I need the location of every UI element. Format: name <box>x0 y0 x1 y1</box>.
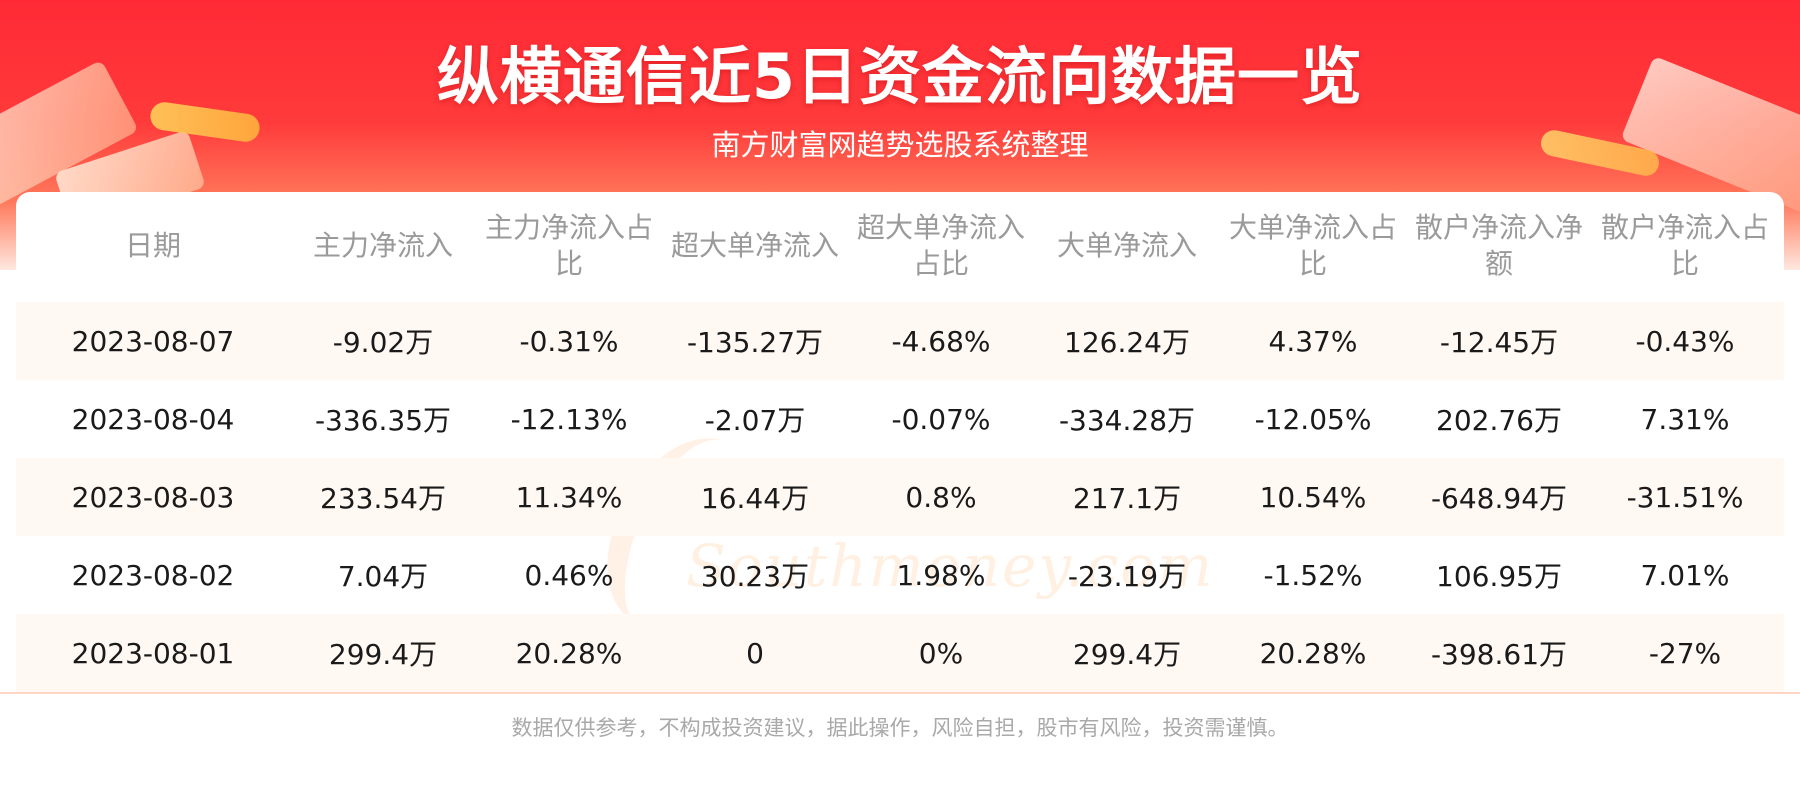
cell-main-inflow: -9.02万 <box>332 326 434 359</box>
cell-large-inflow-ratio: 10.54% <box>1259 480 1367 514</box>
table-header: 日期 主力净流入 主力净流入占比 超大单净流入 超大单净流入占比 大单净流入 大… <box>16 192 1784 300</box>
cell-retail-inflow: -398.61万 <box>1430 638 1568 671</box>
cell-main-inflow-ratio: -0.31% <box>519 324 619 358</box>
column-header-large-inflow: 大单净流入 <box>1056 229 1197 262</box>
cell-large-inflow: 217.1万 <box>1072 482 1182 515</box>
cell-large-inflow-ratio: 4.37% <box>1268 324 1358 358</box>
column-header-xl-inflow: 超大单净流入 <box>670 229 839 262</box>
table-row: 2023-08-03 233.54万 11.34% 16.44万 0.8% 21… <box>16 458 1784 536</box>
cell-main-inflow: -336.35万 <box>314 404 452 437</box>
cell-large-inflow-ratio: -1.52% <box>1263 558 1363 592</box>
column-header-retail-inflow-ratio: 散户净流入占比 <box>1600 211 1769 280</box>
cell-date: 2023-08-01 <box>71 636 235 670</box>
column-header-retail-inflow: 散户净流入净额 <box>1414 211 1583 280</box>
column-header-main-inflow-ratio: 主力净流入占比 <box>484 211 653 280</box>
cell-xl-inflow-ratio: -0.07% <box>891 402 991 436</box>
column-header-main-inflow: 主力净流入 <box>312 229 453 262</box>
cell-retail-inflow-ratio: -0.43% <box>1635 324 1735 358</box>
cell-retail-inflow: -648.94万 <box>1430 482 1568 515</box>
cell-main-inflow-ratio: 20.28% <box>515 636 623 670</box>
cell-date: 2023-08-03 <box>71 480 235 514</box>
cell-retail-inflow: 106.95万 <box>1436 560 1562 593</box>
cell-retail-inflow-ratio: -31.51% <box>1626 480 1744 514</box>
table-row: 2023-08-07 -9.02万 -0.31% -135.27万 -4.68%… <box>16 302 1784 380</box>
cell-xl-inflow-ratio: 0.8% <box>905 480 977 514</box>
cell-date: 2023-08-04 <box>71 402 235 436</box>
cell-main-inflow: 299.4万 <box>328 638 438 671</box>
cell-retail-inflow-ratio: 7.01% <box>1640 558 1730 592</box>
cell-retail-inflow: 202.76万 <box>1436 404 1562 437</box>
cell-main-inflow: 233.54万 <box>320 482 446 515</box>
column-header-large-inflow-ratio: 大单净流入占比 <box>1228 211 1397 280</box>
cell-xl-inflow-ratio: 0% <box>918 636 964 670</box>
cell-xl-inflow: 0 <box>746 636 764 670</box>
cell-main-inflow: 7.04万 <box>337 560 429 593</box>
cell-large-inflow: 126.24万 <box>1064 326 1190 359</box>
cell-xl-inflow: -2.07万 <box>704 404 806 437</box>
cell-xl-inflow-ratio: -4.68% <box>891 324 991 358</box>
cell-large-inflow: -23.19万 <box>1067 560 1187 593</box>
cell-large-inflow-ratio: -12.05% <box>1254 402 1372 436</box>
footer-divider <box>0 692 1800 694</box>
cell-date: 2023-08-02 <box>71 558 235 592</box>
cell-date: 2023-08-07 <box>71 324 235 358</box>
cell-large-inflow-ratio: 20.28% <box>1259 636 1367 670</box>
page-subtitle: 南方财富网趋势选股系统整理 <box>711 128 1089 162</box>
page-title: 纵横通信近5日资金流向数据一览 <box>436 40 1364 113</box>
cell-xl-inflow: -135.27万 <box>686 326 824 359</box>
cell-retail-inflow-ratio: 7.31% <box>1640 402 1730 436</box>
cell-main-inflow-ratio: 0.46% <box>524 558 614 592</box>
table-row: 2023-08-02 7.04万 0.46% 30.23万 1.98% -23.… <box>16 536 1784 614</box>
cell-xl-inflow-ratio: 1.98% <box>896 558 986 592</box>
data-table-card: 南方财富网 Southmoney.com 日期 主力净流入 主力净流入占比 超大… <box>16 192 1784 692</box>
cell-large-inflow: -334.28万 <box>1058 404 1196 437</box>
cell-xl-inflow: 30.23万 <box>700 560 810 593</box>
cell-retail-inflow: -12.45万 <box>1439 326 1559 359</box>
cell-retail-inflow-ratio: -27% <box>1648 636 1722 670</box>
column-header-date: 日期 <box>124 229 181 262</box>
cell-xl-inflow: 16.44万 <box>700 482 810 515</box>
footer-disclaimer: 数据仅供参考，不构成投资建议，据此操作，风险自担，股市有风险，投资需谨慎。 <box>511 716 1289 740</box>
cell-main-inflow-ratio: -12.13% <box>510 402 628 436</box>
cell-main-inflow-ratio: 11.34% <box>515 480 623 514</box>
column-header-xl-inflow-ratio: 超大单净流入占比 <box>856 211 1025 280</box>
table-body: 2023-08-07 -9.02万 -0.31% -135.27万 -4.68%… <box>16 302 1784 692</box>
table-row: 2023-08-01 299.4万 20.28% 0 0% 299.4万 20.… <box>16 614 1784 692</box>
cell-large-inflow: 299.4万 <box>1072 638 1182 671</box>
table-row: 2023-08-04 -336.35万 -12.13% -2.07万 -0.07… <box>16 380 1784 458</box>
